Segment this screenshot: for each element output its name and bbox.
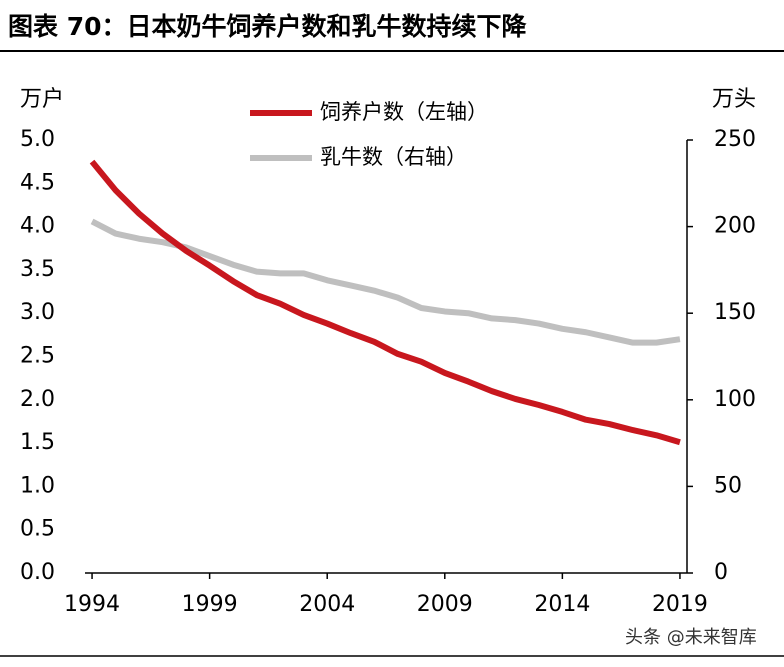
x-tick-label: 2009 — [417, 592, 473, 617]
y-tick-label: 5.0 — [20, 127, 55, 152]
y-tick-label: 0.0 — [20, 560, 55, 585]
y-tick-label: 1.0 — [20, 473, 55, 498]
watermark: 头条 @未来智库 — [625, 627, 757, 648]
series-line — [89, 159, 681, 446]
x-tick-label: 2019 — [652, 592, 708, 617]
legend-label: 饲养户数（左轴） — [320, 100, 488, 124]
y-tick-label: 2.0 — [20, 387, 55, 412]
series-line — [90, 218, 681, 346]
x-tick-label: 2014 — [534, 592, 590, 617]
y2-tick-label: 200 — [714, 214, 756, 239]
y-tick-label: 0.5 — [20, 517, 55, 542]
x-tick-label: 1994 — [64, 592, 120, 617]
x-tick-label: 1999 — [182, 592, 238, 617]
y2-tick-label: 100 — [714, 387, 756, 412]
y2-tick-label: 250 — [714, 127, 756, 152]
y-tick-label: 4.0 — [20, 214, 55, 239]
x-tick-label: 2004 — [299, 592, 355, 617]
y-axis-label: 万户 — [20, 87, 64, 112]
y-tick-label: 2.5 — [20, 344, 55, 369]
legend-label: 乳牛数（右轴） — [320, 145, 467, 169]
chart-title: 图表 70：日本奶牛饲养户数和乳牛数持续下降 — [8, 12, 527, 41]
y2-tick-label: 50 — [714, 473, 742, 498]
y-tick-label: 3.5 — [20, 257, 55, 282]
y2-tick-label: 0 — [714, 560, 728, 585]
y2-tick-label: 150 — [714, 300, 756, 325]
y-tick-label: 3.0 — [20, 300, 55, 325]
y2-axis-label: 万头 — [712, 87, 756, 112]
y-tick-label: 4.5 — [20, 170, 55, 195]
y-tick-label: 1.5 — [20, 430, 55, 455]
